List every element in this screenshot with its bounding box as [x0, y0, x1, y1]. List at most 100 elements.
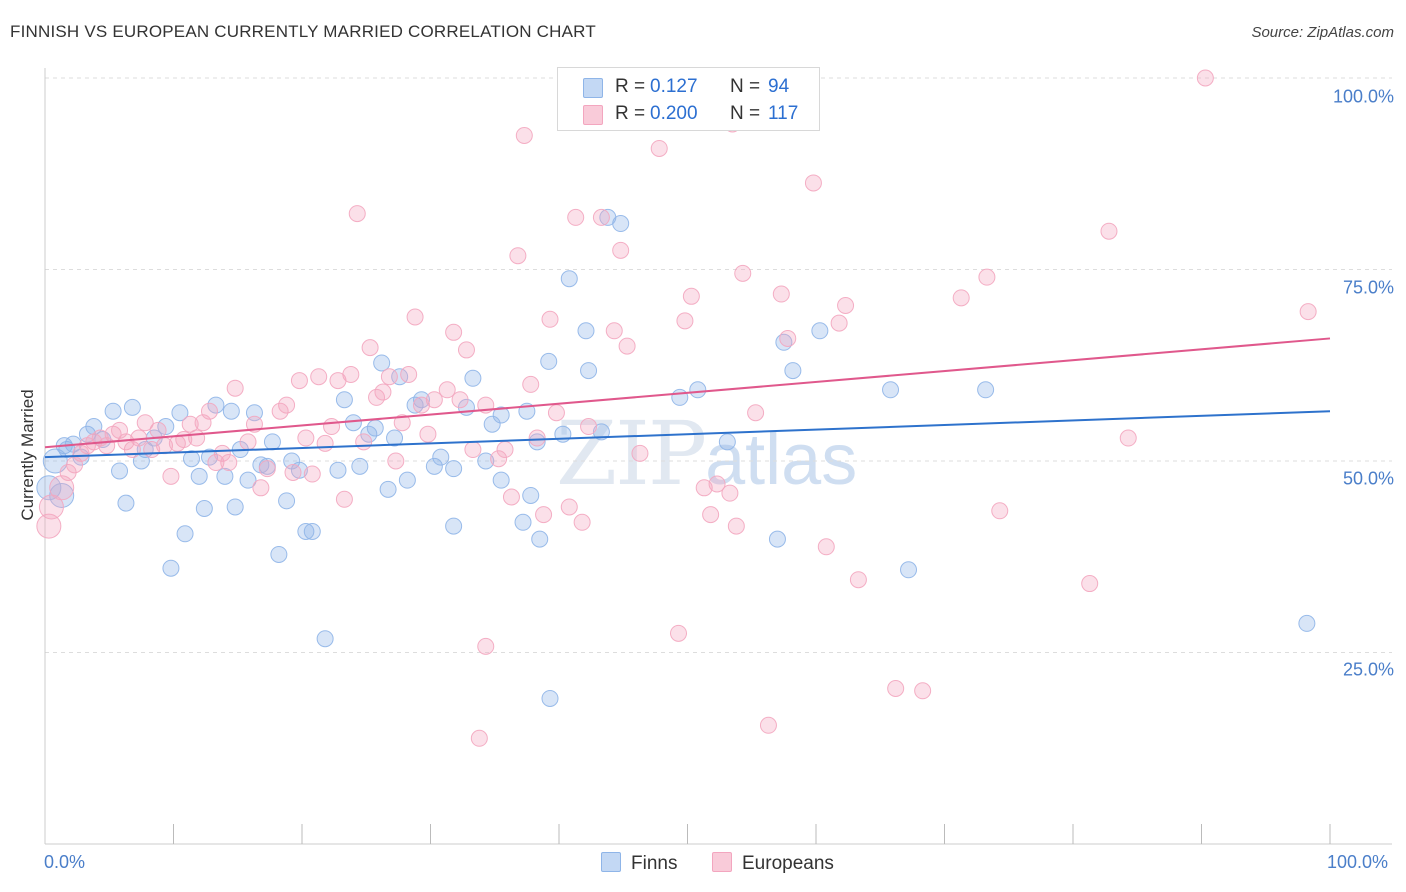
- point-europeans-26: [207, 454, 225, 472]
- point-finns-86: [882, 381, 900, 399]
- point-europeans-84: [650, 139, 668, 157]
- point-europeans-60: [445, 323, 463, 341]
- point-europeans-46: [348, 205, 366, 223]
- point-finns-37: [290, 461, 308, 479]
- y-axis-label: Currently Married: [18, 389, 37, 521]
- point-finns-88: [977, 381, 995, 399]
- point-europeans-69: [515, 126, 533, 144]
- point-finns-22: [195, 499, 213, 517]
- point-finns-49: [386, 429, 404, 447]
- point-europeans-42: [323, 418, 341, 436]
- point-finns-29: [239, 471, 257, 489]
- point-europeans-27: [213, 444, 231, 462]
- legend-r-value-finns: 0.127: [650, 76, 698, 97]
- point-finns-64: [514, 513, 532, 531]
- point-finns-55: [432, 448, 450, 466]
- point-europeans-67: [502, 488, 520, 506]
- point-europeans-101: [837, 297, 855, 315]
- point-finns-80: [689, 381, 707, 399]
- point-europeans-80: [605, 322, 623, 340]
- point-europeans-47: [355, 433, 373, 451]
- point-europeans-103: [887, 680, 905, 698]
- point-europeans-96: [772, 285, 790, 303]
- y-tick-label-75: 75.0%: [1342, 277, 1394, 298]
- point-finns-82: [768, 530, 786, 548]
- point-europeans-63: [464, 441, 482, 459]
- point-finns-18: [171, 404, 189, 422]
- point-europeans-73: [541, 310, 559, 328]
- point-finns-73: [580, 362, 598, 380]
- point-europeans-111: [1196, 69, 1214, 87]
- legend-n-value-finns: 94: [768, 76, 790, 97]
- point-finns-12: [123, 398, 141, 416]
- point-finns-63: [492, 406, 510, 424]
- x-tick-label-max: 100.0%: [1327, 852, 1389, 872]
- bottom-legend-finns: Finns: [601, 852, 677, 875]
- point-europeans-105: [952, 289, 970, 307]
- point-europeans-104: [914, 682, 932, 700]
- point-finns-51: [398, 471, 416, 489]
- point-europeans-25: [200, 402, 218, 420]
- point-europeans-55: [406, 308, 424, 326]
- point-finns-85: [811, 322, 829, 340]
- legend-swatch-europeans: [583, 105, 603, 125]
- point-finns-57: [445, 517, 463, 535]
- point-europeans-44: [335, 490, 353, 508]
- point-finns-66: [522, 486, 540, 504]
- point-finns-21: [190, 467, 208, 485]
- point-europeans-87: [682, 287, 700, 305]
- point-europeans-100: [830, 314, 848, 332]
- point-europeans-34: [271, 402, 289, 420]
- point-europeans-1: [38, 494, 64, 520]
- point-europeans-30: [239, 433, 257, 451]
- point-europeans-109: [1100, 222, 1118, 240]
- point-europeans-41: [316, 434, 334, 452]
- gridlines: [45, 77, 1392, 653]
- legend-n-label: N =: [730, 103, 761, 124]
- point-europeans-86: [676, 312, 694, 330]
- point-finns-20: [182, 450, 200, 468]
- point-europeans-114: [470, 729, 488, 747]
- point-finns-54: [425, 457, 443, 475]
- point-finns-40: [316, 630, 334, 648]
- point-europeans-88: [695, 479, 713, 497]
- point-europeans-70: [522, 375, 540, 393]
- point-europeans-90: [708, 475, 726, 493]
- point-europeans-112: [1299, 303, 1317, 321]
- point-finns-76: [612, 215, 630, 233]
- point-europeans-22: [181, 415, 199, 433]
- point-europeans-93: [734, 264, 752, 282]
- point-europeans-98: [804, 174, 822, 192]
- point-europeans-110: [1119, 429, 1137, 447]
- point-europeans-81: [612, 241, 630, 259]
- point-europeans-36: [284, 463, 302, 481]
- point-europeans-58: [425, 391, 443, 409]
- point-europeans-0: [36, 513, 62, 539]
- point-europeans-95: [759, 716, 777, 734]
- trend-line-finns: [44, 410, 1331, 459]
- point-finns-60: [477, 452, 495, 470]
- point-finns-68: [531, 530, 549, 548]
- point-europeans-35: [278, 396, 296, 414]
- point-europeans-17: [149, 421, 167, 439]
- point-finns-90: [541, 689, 559, 707]
- legend-r-label: R =: [615, 103, 646, 124]
- point-europeans-32: [252, 479, 270, 497]
- point-finns-74: [592, 423, 610, 441]
- point-europeans-23: [188, 429, 206, 447]
- point-europeans-74: [547, 404, 565, 422]
- axes: [44, 68, 1392, 845]
- point-finns-33: [263, 433, 281, 451]
- point-finns-48: [379, 480, 397, 498]
- point-europeans-77: [573, 513, 591, 531]
- point-europeans-79: [592, 208, 610, 226]
- point-europeans-113: [477, 637, 495, 655]
- point-europeans-51: [380, 368, 398, 386]
- point-europeans-99: [817, 538, 835, 556]
- point-europeans-54: [400, 365, 418, 383]
- point-finns-46: [366, 419, 384, 437]
- point-europeans-40: [310, 368, 328, 386]
- legend-swatch-finns: [583, 78, 603, 98]
- point-finns-67: [528, 433, 546, 451]
